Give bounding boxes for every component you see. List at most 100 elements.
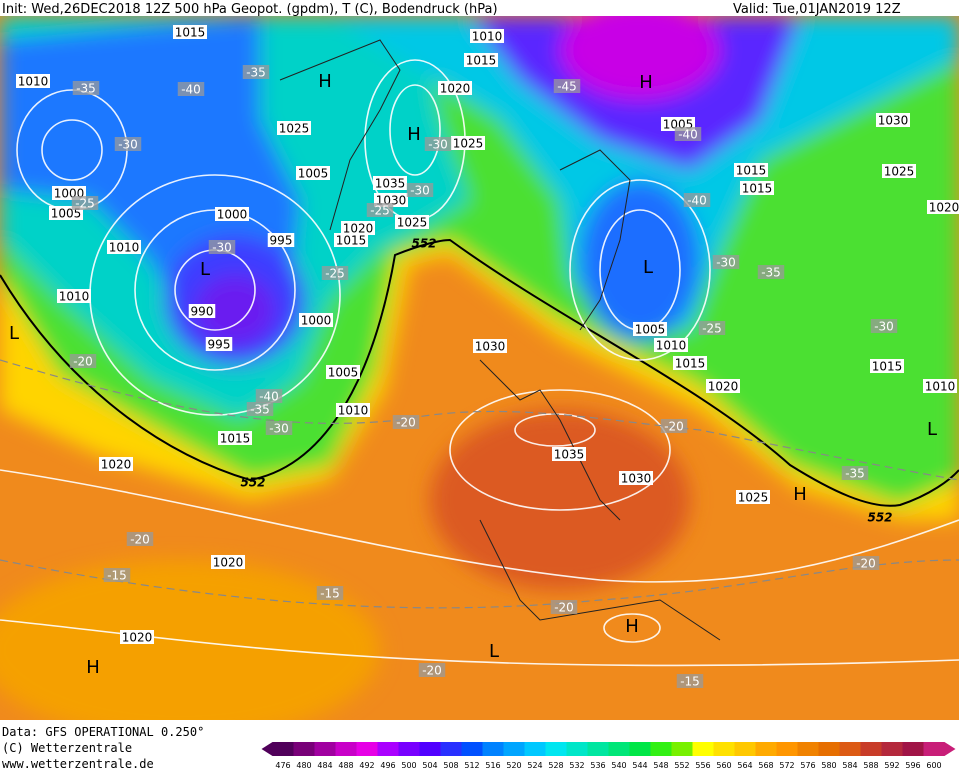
isobar-label-box bbox=[706, 379, 740, 393]
colorbar-tick-label: 500 bbox=[401, 761, 416, 770]
footer-url: www.wetterzentrale.de bbox=[2, 757, 154, 770]
isobar-label-box bbox=[215, 207, 249, 221]
temperature-label: -25 bbox=[325, 267, 345, 281]
isobar-label: 1015 bbox=[742, 182, 773, 196]
colorbar-tick-label: 580 bbox=[821, 761, 836, 770]
colorbar-tick-label: 520 bbox=[506, 761, 521, 770]
isobar-label: 1020 bbox=[122, 631, 153, 645]
isobar-label-box bbox=[218, 431, 252, 445]
temperature-label-box bbox=[550, 600, 578, 614]
isobar-label: 1010 bbox=[656, 339, 687, 353]
isobar-label: 1015 bbox=[466, 54, 497, 68]
colorbar-tick-label: 564 bbox=[737, 761, 752, 770]
temperature-label-box bbox=[103, 568, 131, 582]
isobar-label: 1010 bbox=[18, 75, 49, 89]
isobar-label-box bbox=[107, 240, 141, 254]
temperature-label-box bbox=[392, 415, 420, 429]
colorbar-tick-label: 572 bbox=[779, 761, 794, 770]
colorbar-swatch bbox=[566, 742, 588, 756]
isobar-label-box bbox=[673, 356, 707, 370]
isobar-label-box bbox=[16, 74, 50, 88]
colorbar-swatch bbox=[608, 742, 630, 756]
isobar-label: 1020 bbox=[101, 458, 132, 472]
isobar-label-box bbox=[341, 221, 375, 235]
isobar-label: 1005 bbox=[328, 366, 359, 380]
colorbar-swatch bbox=[629, 742, 651, 756]
colorbar-swatch bbox=[734, 742, 756, 756]
colorbar-tick-label: 528 bbox=[548, 761, 563, 770]
temperature-label-box bbox=[114, 137, 142, 151]
isobar-label: 1000 bbox=[217, 208, 248, 222]
isobar-label-box bbox=[120, 630, 154, 644]
isobar-label: 1020 bbox=[213, 556, 244, 570]
colorbar-tick-label: 588 bbox=[863, 761, 878, 770]
temperature-label: -30 bbox=[118, 138, 138, 152]
isobar-label-box bbox=[470, 29, 504, 43]
colorbar-swatch bbox=[524, 742, 546, 756]
colorbar-tick-label: 512 bbox=[464, 761, 479, 770]
isobar-label: 1015 bbox=[675, 357, 706, 371]
temperature-label: -25 bbox=[370, 204, 390, 218]
colorbar-swatch bbox=[818, 742, 840, 756]
isobar-label-box bbox=[211, 555, 245, 569]
temperature-label-box bbox=[72, 81, 100, 95]
temperature-label-box bbox=[757, 265, 785, 279]
colorbar-swatch bbox=[902, 742, 924, 756]
isobar-label-box bbox=[277, 121, 311, 135]
isobar-label-box bbox=[57, 289, 91, 303]
temperature-label: -35 bbox=[250, 403, 270, 417]
isobar-label: 1020 bbox=[708, 380, 739, 394]
isobar-label: 1010 bbox=[59, 290, 90, 304]
isobar-label: 1000 bbox=[301, 314, 332, 328]
isobar-label-box bbox=[619, 471, 653, 485]
isobar-label-box bbox=[654, 338, 688, 352]
isobar-label-box bbox=[395, 215, 429, 229]
colorbar-tick-label: 476 bbox=[275, 761, 290, 770]
colorbar-swatch bbox=[671, 742, 693, 756]
temperature-label-box bbox=[418, 663, 446, 677]
isobar-label-box bbox=[326, 365, 360, 379]
temperature-label: -20 bbox=[856, 557, 876, 571]
pressure-center: H bbox=[639, 72, 653, 93]
temperature-label: -20 bbox=[73, 355, 93, 369]
isobar-label-box bbox=[923, 379, 957, 393]
isobar-label: 1010 bbox=[925, 380, 956, 394]
isobar-label-box bbox=[633, 322, 667, 336]
colorbar-swatch bbox=[398, 742, 420, 756]
isobar-label: 1015 bbox=[736, 164, 767, 178]
colorbar-tick-label: 484 bbox=[317, 761, 332, 770]
footer-copyright: (C) Wetterzentrale bbox=[2, 741, 132, 755]
pressure-center: H bbox=[793, 484, 807, 505]
isobar-label-box bbox=[299, 313, 333, 327]
colorbar-swatch bbox=[377, 742, 399, 756]
colorbar-tick-label: 504 bbox=[422, 761, 437, 770]
isobar-label: 1030 bbox=[475, 340, 506, 354]
colorbar-swatch bbox=[797, 742, 819, 756]
temperature-label: -25 bbox=[702, 322, 722, 336]
isobar-label-box bbox=[876, 113, 910, 127]
temperature-label-box bbox=[265, 421, 293, 435]
temperature-label: -20 bbox=[664, 420, 684, 434]
colorbar-tick-label: 532 bbox=[569, 761, 584, 770]
isobar-label: 1020 bbox=[343, 222, 374, 236]
isobar-label: 1035 bbox=[554, 448, 585, 462]
map-field bbox=[0, 16, 959, 720]
colorbar-tick-label: 524 bbox=[527, 761, 542, 770]
temperature-label: -20 bbox=[396, 416, 416, 430]
header-init: Init: Wed,26DEC2018 12Z 500 hPa Geopot. … bbox=[2, 2, 498, 17]
temperature-label: -30 bbox=[716, 256, 736, 270]
isobar-label-box bbox=[267, 233, 295, 247]
colorbar-swatch bbox=[860, 742, 882, 756]
height-label: 552 bbox=[240, 476, 265, 490]
isobar-label: 1025 bbox=[453, 137, 484, 151]
isobar-label-box bbox=[464, 53, 498, 67]
temperature-label: -25 bbox=[75, 197, 95, 211]
temperature-label-box bbox=[255, 389, 283, 403]
temperature-label-box bbox=[674, 127, 702, 141]
isobar-label: 1025 bbox=[884, 165, 915, 179]
temperature-label: -35 bbox=[761, 266, 781, 280]
pressure-center: L bbox=[200, 259, 210, 280]
temperature-label-box bbox=[71, 196, 99, 210]
isobar-label: 1015 bbox=[336, 234, 367, 248]
colorbar-swatch bbox=[440, 742, 462, 756]
